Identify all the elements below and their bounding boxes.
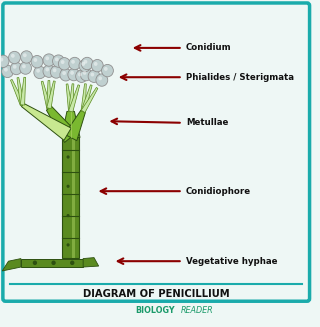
Text: BIOLOGY: BIOLOGY <box>135 306 175 315</box>
Circle shape <box>69 57 81 70</box>
Circle shape <box>71 60 75 64</box>
Circle shape <box>60 69 72 81</box>
Polygon shape <box>68 85 80 112</box>
Circle shape <box>52 261 56 265</box>
Text: Conidiophore: Conidiophore <box>186 187 251 196</box>
Circle shape <box>68 68 80 81</box>
Circle shape <box>22 64 26 68</box>
Circle shape <box>98 76 102 80</box>
Text: Phialides / Sterigmata: Phialides / Sterigmata <box>186 73 294 82</box>
Text: READER: READER <box>181 306 214 315</box>
Circle shape <box>94 62 98 66</box>
Circle shape <box>20 62 31 74</box>
Circle shape <box>70 71 74 75</box>
Polygon shape <box>2 259 21 271</box>
FancyBboxPatch shape <box>3 3 309 301</box>
Circle shape <box>78 73 82 77</box>
Circle shape <box>67 155 70 159</box>
Circle shape <box>34 66 46 78</box>
Circle shape <box>33 261 37 265</box>
Circle shape <box>23 53 27 57</box>
Circle shape <box>101 64 113 77</box>
Circle shape <box>0 55 9 67</box>
Circle shape <box>58 58 70 70</box>
Polygon shape <box>41 81 51 109</box>
Bar <box>72 137 75 258</box>
Polygon shape <box>20 77 26 105</box>
Circle shape <box>45 67 49 71</box>
Text: DIAGRAM OF PENICILLIUM: DIAGRAM OF PENICILLIUM <box>83 289 229 299</box>
Polygon shape <box>66 84 73 112</box>
Circle shape <box>2 65 13 77</box>
Bar <box>21 259 83 267</box>
Circle shape <box>53 68 57 72</box>
Circle shape <box>81 57 93 70</box>
Circle shape <box>81 62 85 66</box>
Polygon shape <box>46 106 77 143</box>
Text: Conidium: Conidium <box>186 43 231 52</box>
Polygon shape <box>17 77 25 105</box>
Polygon shape <box>81 87 98 112</box>
Circle shape <box>88 70 100 82</box>
Circle shape <box>67 243 70 247</box>
Circle shape <box>76 70 87 82</box>
Circle shape <box>4 68 8 72</box>
Circle shape <box>55 58 59 61</box>
Circle shape <box>83 71 86 75</box>
Circle shape <box>67 214 70 217</box>
Polygon shape <box>11 79 24 106</box>
Polygon shape <box>47 81 55 109</box>
Circle shape <box>11 62 22 75</box>
Polygon shape <box>61 112 80 137</box>
Circle shape <box>43 54 55 66</box>
Polygon shape <box>68 84 74 112</box>
Bar <box>62 137 79 258</box>
Circle shape <box>34 58 37 62</box>
Polygon shape <box>65 110 85 141</box>
Circle shape <box>79 60 91 72</box>
Circle shape <box>45 56 49 60</box>
Circle shape <box>31 56 43 68</box>
Text: Metullae: Metullae <box>186 118 228 127</box>
Polygon shape <box>83 258 99 267</box>
Circle shape <box>36 69 40 73</box>
Circle shape <box>52 55 64 67</box>
Circle shape <box>9 51 20 64</box>
Circle shape <box>20 51 32 63</box>
Circle shape <box>96 74 108 86</box>
Circle shape <box>92 60 103 72</box>
Circle shape <box>62 71 66 75</box>
Polygon shape <box>47 80 51 108</box>
Circle shape <box>80 68 92 81</box>
Circle shape <box>91 73 94 77</box>
Circle shape <box>13 65 17 69</box>
Circle shape <box>61 60 65 64</box>
Circle shape <box>84 60 87 64</box>
Circle shape <box>0 58 3 61</box>
Circle shape <box>50 66 62 78</box>
Circle shape <box>104 67 108 71</box>
Circle shape <box>67 185 70 188</box>
Circle shape <box>70 261 75 265</box>
Polygon shape <box>81 85 92 112</box>
Circle shape <box>43 65 55 77</box>
Polygon shape <box>81 84 86 112</box>
Circle shape <box>11 54 15 58</box>
Polygon shape <box>21 103 71 140</box>
Text: Vegetative hyphae: Vegetative hyphae <box>186 257 277 266</box>
